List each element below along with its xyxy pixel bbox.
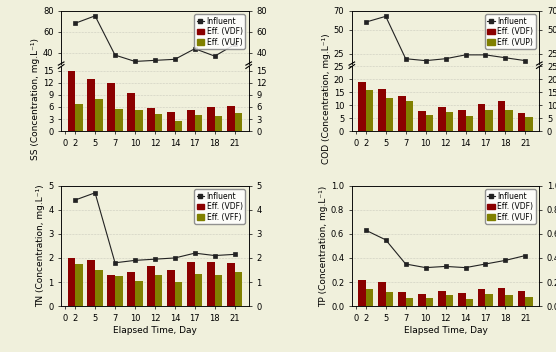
Bar [406,101,413,131]
Bar [95,99,103,131]
Bar [175,282,182,306]
Bar [107,83,115,131]
Bar [358,82,366,131]
Bar [366,90,373,131]
Bar [235,113,242,131]
Bar [518,113,525,131]
Bar [418,111,425,131]
Bar [438,290,445,306]
Bar [445,295,453,306]
Bar [505,110,513,131]
Bar [187,262,195,306]
Bar [445,112,453,131]
Bar [67,258,75,306]
Bar [215,116,222,131]
Bar [465,116,473,131]
Bar [87,260,95,306]
Bar [386,292,393,306]
Bar [207,107,215,131]
Bar [187,110,195,131]
Bar [458,110,465,131]
X-axis label: Elapsed Time, Day: Elapsed Time, Day [113,326,197,335]
Bar [195,274,202,306]
Bar [147,108,155,131]
X-axis label: Elapsed Time, Day: Elapsed Time, Day [404,326,488,335]
Bar [406,298,413,306]
Legend: Influent, Eff. (VDF), Eff. (VUP): Influent, Eff. (VDF), Eff. (VUP) [485,14,535,49]
Y-axis label: COD (Concentration, mg.L⁻¹): COD (Concentration, mg.L⁻¹) [322,33,331,164]
Y-axis label: TP (Concentration, mg.L⁻¹): TP (Concentration, mg.L⁻¹) [319,185,328,307]
Bar [358,280,366,306]
Bar [127,272,135,306]
Bar [115,109,123,131]
Bar [215,275,222,306]
Bar [207,262,215,306]
Bar [386,98,393,131]
Bar [425,115,433,131]
Bar [135,281,142,306]
Bar [147,266,155,306]
Bar [518,290,525,306]
Bar [107,275,115,306]
Legend: Influent, Eff. (VDF), Eff. (VFF): Influent, Eff. (VDF), Eff. (VFF) [195,189,245,224]
Legend: Influent, Eff. (VDF), Eff. (VUF): Influent, Eff. (VDF), Eff. (VUF) [195,14,245,49]
Bar [438,107,445,131]
Bar [155,275,162,306]
Bar [155,114,162,131]
Bar [525,297,533,306]
Bar [227,106,235,131]
Bar [167,270,175,306]
Bar [366,289,373,306]
Bar [525,117,533,131]
Legend: Influent, Eff. (VDF), Eff. (VUF): Influent, Eff. (VDF), Eff. (VUF) [485,189,535,224]
Bar [127,93,135,131]
Bar [175,121,182,131]
Bar [505,295,513,306]
Bar [227,263,235,306]
Bar [235,272,242,306]
Bar [478,104,485,131]
Bar [95,270,103,306]
Bar [87,78,95,131]
Bar [75,264,83,306]
Bar [75,104,83,131]
Bar [498,101,505,131]
Bar [418,294,425,306]
Bar [67,70,75,131]
Y-axis label: SS (Concentration, mg.L⁻¹): SS (Concentration, mg.L⁻¹) [31,38,40,160]
Bar [498,288,505,306]
Bar [195,115,202,131]
Bar [485,110,493,131]
Bar [485,294,493,306]
Y-axis label: TN (Concentration, mg.L⁻¹): TN (Concentration, mg.L⁻¹) [36,184,46,307]
Bar [465,299,473,306]
Bar [398,292,406,306]
Bar [398,96,406,131]
Bar [478,289,485,306]
Bar [425,298,433,306]
Bar [167,112,175,131]
Bar [378,282,386,306]
Bar [135,110,142,131]
Bar [458,293,465,306]
Bar [115,276,123,306]
Bar [378,88,386,131]
